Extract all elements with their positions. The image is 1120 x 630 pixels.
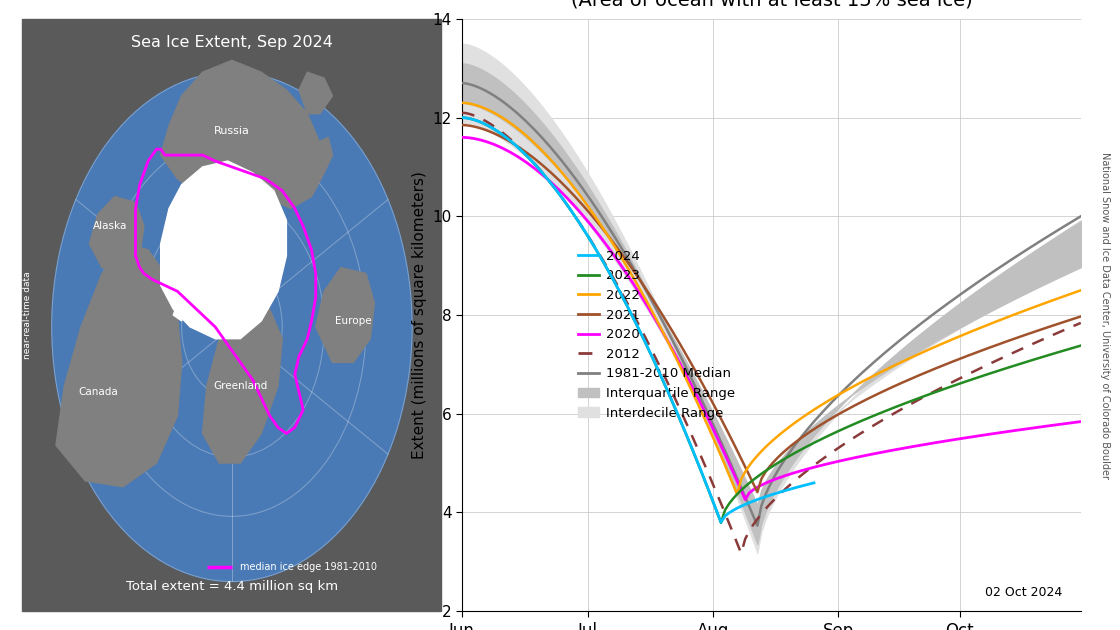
- Text: Europe: Europe: [335, 316, 372, 326]
- Circle shape: [52, 72, 412, 581]
- Polygon shape: [90, 197, 144, 273]
- Text: median ice edge 1981-2010: median ice edge 1981-2010: [241, 562, 377, 571]
- Y-axis label: Extent (millions of square kilometers): Extent (millions of square kilometers): [412, 171, 427, 459]
- Text: Canada: Canada: [78, 387, 118, 397]
- Legend: 2024, 2023, 2022, 2021, 2020, 2012, 1981-2010 Median, Interquartile Range, Inter: 2024, 2023, 2022, 2021, 2020, 2012, 1981…: [572, 244, 740, 425]
- Polygon shape: [160, 60, 324, 209]
- Text: Total extent = 4.4 million sq km: Total extent = 4.4 million sq km: [125, 580, 338, 593]
- Text: near-real-time data: near-real-time data: [24, 271, 32, 359]
- Text: 02 Oct 2024: 02 Oct 2024: [984, 587, 1062, 599]
- Polygon shape: [160, 161, 287, 339]
- Polygon shape: [56, 244, 181, 487]
- Text: Russia: Russia: [214, 127, 250, 137]
- Text: Sea Ice Extent, Sep 2024: Sea Ice Extent, Sep 2024: [131, 35, 333, 50]
- Text: Greenland: Greenland: [213, 381, 268, 391]
- Polygon shape: [316, 268, 374, 362]
- Polygon shape: [299, 72, 333, 113]
- Text: National Snow and Ice Data Center, University of Colorado Boulder: National Snow and Ice Data Center, Unive…: [1101, 151, 1110, 479]
- Text: Alaska: Alaska: [93, 221, 128, 231]
- Polygon shape: [307, 137, 333, 173]
- Polygon shape: [174, 280, 190, 321]
- Polygon shape: [203, 303, 282, 463]
- Title: Arctic Sea Ice Extent
(Area of ocean with at least 15% sea ice): Arctic Sea Ice Extent (Area of ocean wit…: [570, 0, 972, 9]
